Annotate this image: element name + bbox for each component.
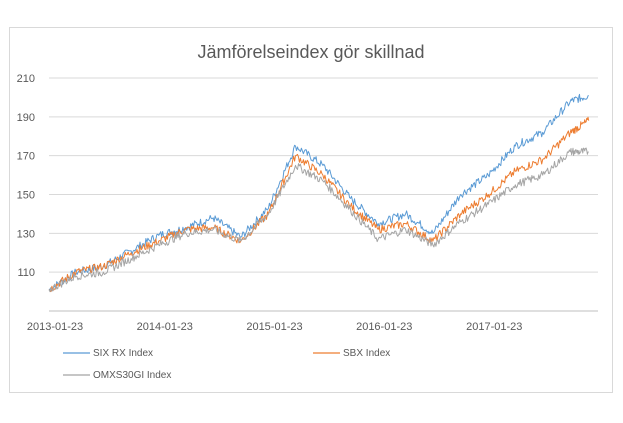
legend-label: SIX RX Index: [93, 348, 153, 359]
y-tick-label: 130: [17, 228, 35, 240]
x-tick-label: 2013-01-23: [27, 321, 83, 333]
series-lines: [48, 93, 590, 293]
legend-label: SBX Index: [343, 348, 390, 359]
legend: SIX RX Index SBX Index OMXS30GI Index: [63, 348, 390, 381]
x-tick-label: 2014-01-23: [137, 321, 193, 333]
series-line: [48, 147, 589, 293]
x-tick-label: 2015-01-23: [246, 321, 302, 333]
x-axis-tick-labels: 2013-01-23 2014-01-23 2015-01-23 2016-01-23…: [27, 321, 523, 333]
x-tick-label: 2016-01-23: [356, 321, 412, 333]
y-tick-label: 170: [17, 151, 35, 163]
y-tick-label: 150: [17, 190, 35, 202]
gridlines: [49, 77, 598, 312]
series-line: [48, 116, 590, 293]
x-tick-label: 2017-01-23: [466, 321, 522, 333]
y-tick-label: 190: [17, 112, 35, 124]
y-tick-label: 110: [17, 267, 35, 279]
legend-label: OMXS30GI Index: [93, 370, 171, 381]
y-tick-label: 210: [17, 73, 35, 85]
chart-frame: [9, 27, 613, 393]
series-line: [48, 93, 589, 292]
chart-title: Jämförelseindex gör skillnad: [197, 42, 424, 62]
y-axis-tick-labels: 110 130 150 170 190 210: [17, 73, 35, 279]
